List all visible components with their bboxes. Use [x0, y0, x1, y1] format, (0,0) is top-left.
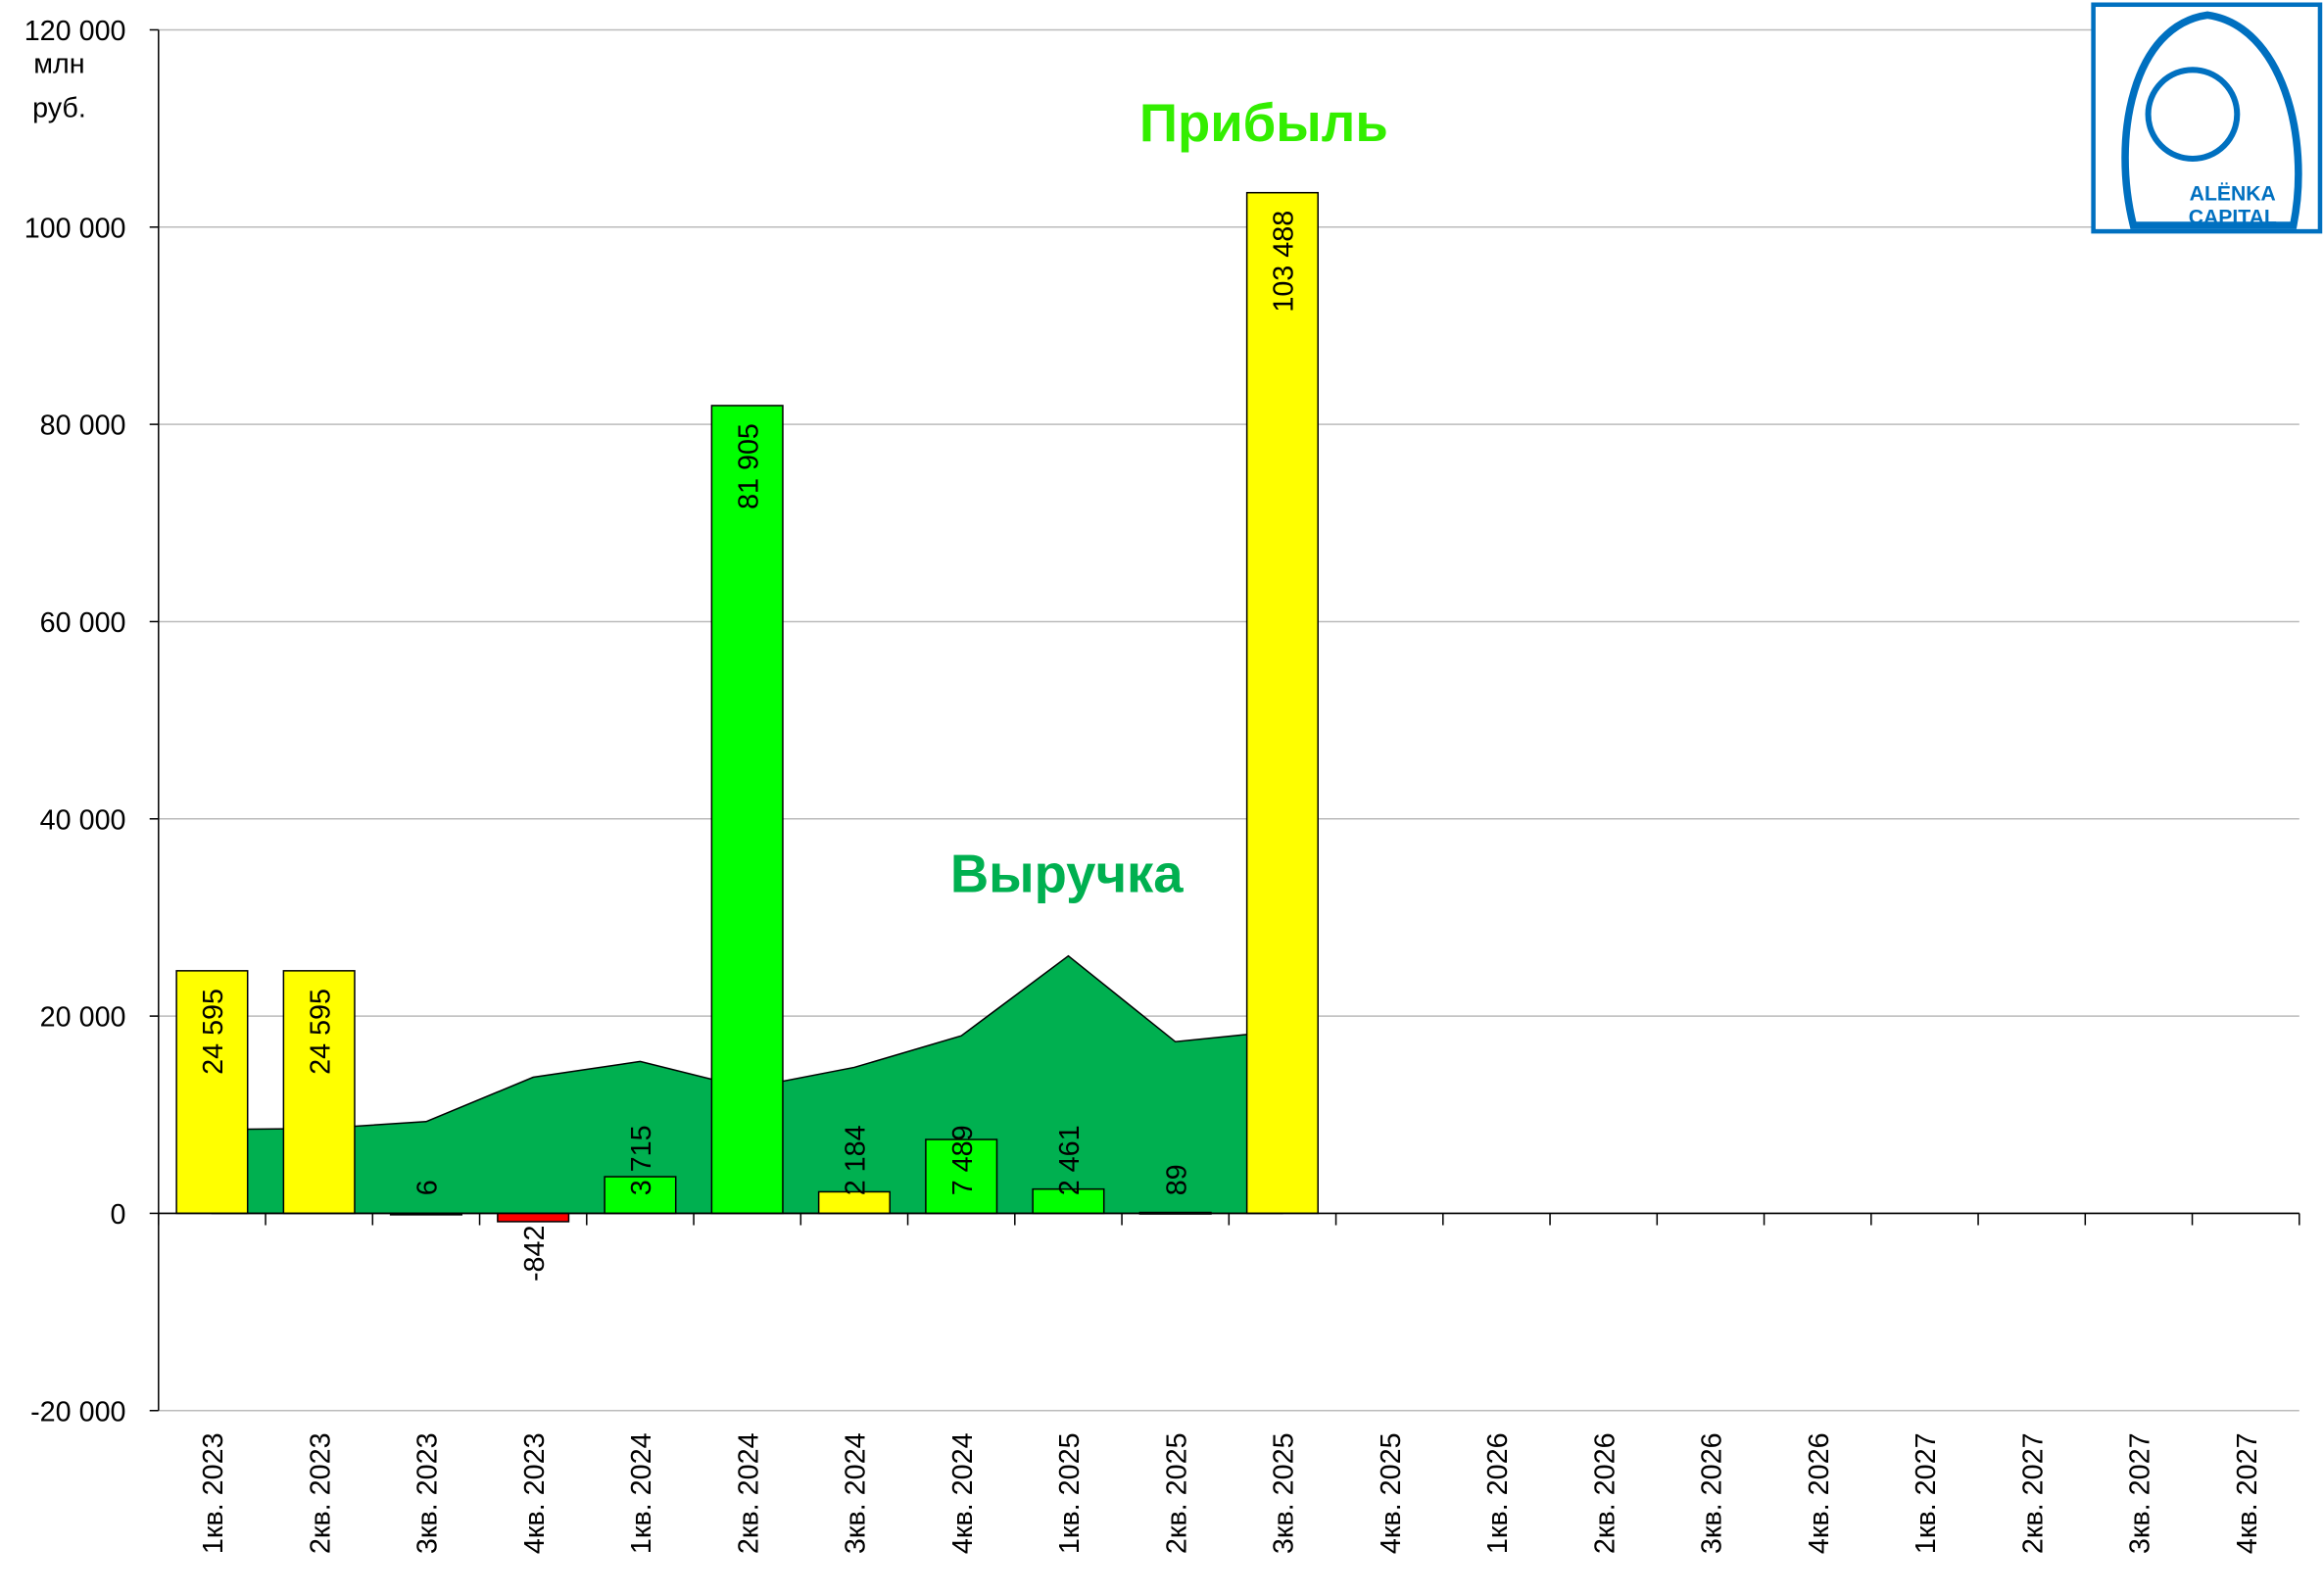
x-tick-label: 4кв. 2027: [2232, 1432, 2263, 1554]
x-tick-label: 2кв. 2026: [1589, 1432, 1621, 1554]
x-tick-label: 2кв. 2025: [1161, 1432, 1192, 1554]
x-tick-label: 2кв. 2027: [2017, 1432, 2049, 1554]
logo: ALËNKA CAPITAL: [2091, 2, 2323, 234]
logo-text: ALËNKA: [2190, 181, 2276, 205]
x-tick-label: 2кв. 2024: [733, 1432, 764, 1554]
y-tick-label: 80 000: [40, 411, 126, 442]
y-tick-label: -20 000: [30, 1396, 125, 1427]
x-tick-label: 1кв. 2025: [1054, 1432, 1086, 1554]
y-tick-label: 100 000: [24, 213, 126, 244]
y-unit: млн: [33, 48, 84, 79]
x-tick-label: 1кв. 2026: [1482, 1432, 1514, 1554]
logo-text: CAPITAL: [2189, 207, 2277, 229]
value-label: 24 595: [198, 989, 229, 1075]
x-tick-label: 4кв. 2026: [1804, 1432, 1835, 1554]
profit-annotation: Прибыль: [1139, 93, 1388, 153]
x-tick-label: 2кв. 2023: [305, 1432, 336, 1554]
bar: [497, 1212, 570, 1223]
x-tick-label: 3кв. 2026: [1697, 1432, 1728, 1554]
value-label: 24 595: [305, 989, 336, 1075]
bar: [175, 970, 249, 1215]
x-tick-label: 4кв. 2023: [519, 1432, 551, 1554]
value-label: 103 488: [1269, 211, 1300, 313]
x-tick-label: 1кв. 2027: [1911, 1432, 1942, 1554]
y-unit: руб.: [32, 93, 86, 124]
x-tick-label: 1кв. 2023: [198, 1432, 229, 1554]
bar: [710, 405, 784, 1215]
x-tick-label: 3кв. 2024: [841, 1432, 872, 1554]
label-layer: -20 000 0 20 000 40 000 60 000 80 000 100 000 1…: [24, 16, 2300, 1554]
value-label: 2 184: [841, 1125, 872, 1195]
y-tick-label: 120 000: [24, 16, 126, 47]
value-label: 7 489: [947, 1125, 979, 1195]
value-label: 3 715: [626, 1125, 657, 1195]
bar: [1032, 1187, 1105, 1215]
x-tick-label: 3кв. 2027: [2125, 1432, 2156, 1554]
x-tick-label: 1кв. 2024: [626, 1432, 657, 1554]
y-tick-label: 60 000: [40, 607, 126, 639]
x-tick-label: 3кв. 2023: [412, 1432, 444, 1554]
y-tick-label: 40 000: [40, 804, 126, 836]
bar: [604, 1176, 677, 1215]
x-tick-label: 3кв. 2025: [1269, 1432, 1300, 1554]
value-label: 2 461: [1054, 1125, 1086, 1195]
bar: [1245, 191, 1319, 1215]
value-label: 6: [412, 1180, 444, 1195]
revenue-annotation: Выручка: [950, 845, 1184, 904]
bar: [282, 970, 356, 1215]
x-tick-label: 4кв. 2025: [1376, 1432, 1407, 1554]
y-tick-label: 0: [111, 1199, 126, 1231]
value-label: 81 905: [733, 423, 764, 509]
y-tick-label: 20 000: [40, 1002, 126, 1034]
value-label: 89: [1161, 1164, 1192, 1195]
x-tick-label: 4кв. 2024: [947, 1432, 979, 1554]
bar-layer: [175, 191, 1319, 1223]
value-label: -842: [519, 1226, 551, 1282]
